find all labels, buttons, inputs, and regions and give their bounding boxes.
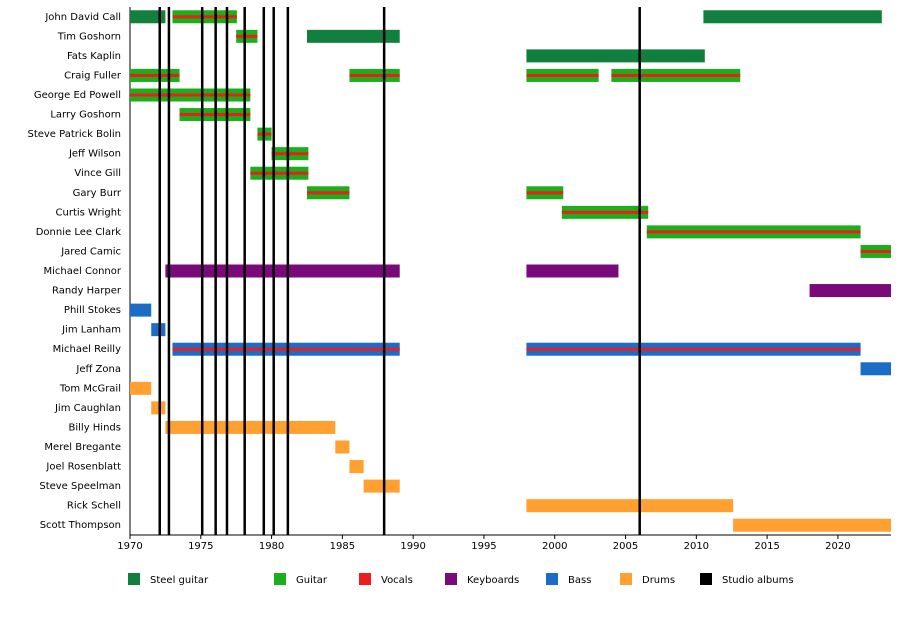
member-name: Jared Camic <box>60 246 121 257</box>
member-bar <box>703 10 882 24</box>
member-name: Phill Stokes <box>64 305 121 316</box>
member-name: Tim Goshorn <box>57 31 121 42</box>
member-bar-stripe <box>271 152 309 156</box>
member-bar-stripe <box>526 347 861 351</box>
legend-label: Vocals <box>381 575 413 586</box>
member-bar <box>130 303 152 317</box>
member-name: Merel Bregante <box>44 442 121 453</box>
member-name: Randy Harper <box>52 286 122 297</box>
legend-swatch <box>128 573 140 585</box>
member-bar-stripe <box>130 93 251 97</box>
legend-label: Bass <box>568 575 591 586</box>
member-name: Scott Thompson <box>40 520 121 531</box>
legend-label: Keyboards <box>467 575 519 586</box>
legend-swatch <box>359 573 371 585</box>
x-tick-label: 2000 <box>542 541 567 552</box>
member-name: Steve Patrick Bolin <box>27 129 121 140</box>
legend-label: Steel guitar <box>150 575 209 586</box>
member-bar-stripe <box>306 191 350 195</box>
member-bar-stripe <box>349 73 400 77</box>
member-bar-stripe <box>860 249 891 253</box>
x-tick-label: 1970 <box>117 541 142 552</box>
member-name: Fats Kaplin <box>67 51 121 62</box>
member-name: Jim Lanham <box>61 325 121 336</box>
member-name: Craig Fuller <box>64 70 122 81</box>
member-name: Curtis Wright <box>56 207 122 218</box>
legend-swatch <box>700 573 712 585</box>
member-bar-stripe <box>646 230 861 234</box>
member-name: Michael Reilly <box>53 344 121 355</box>
member-name: Larry Goshorn <box>50 110 121 121</box>
x-tick-label: 2015 <box>754 541 779 552</box>
legend-label: Guitar <box>296 575 328 586</box>
member-bar <box>526 264 619 278</box>
member-name: Joel Rosenblatt <box>45 462 121 473</box>
legend-label: Studio albums <box>722 575 794 586</box>
member-bar <box>349 460 364 474</box>
member-bar-stripe <box>172 15 237 19</box>
x-tick-label: 1990 <box>400 541 425 552</box>
member-bar <box>860 362 891 376</box>
member-bar-stripe <box>526 191 564 195</box>
member-name: Steve Speelman <box>39 481 121 492</box>
member-bar-stripe <box>130 73 180 77</box>
legend-swatch <box>620 573 632 585</box>
member-name: Jim Caughlan <box>54 403 121 414</box>
legend-swatch <box>546 573 558 585</box>
member-name: Donnie Lee Clark <box>36 227 121 238</box>
member-bar <box>733 518 891 532</box>
member-bar <box>306 29 400 43</box>
member-bar <box>151 401 166 415</box>
member-bar <box>151 323 166 337</box>
member-bar <box>165 264 400 278</box>
member-bar <box>526 49 705 63</box>
member-bar <box>130 10 166 24</box>
x-tick-label: 2005 <box>613 541 638 552</box>
member-bar-stripe <box>611 73 741 77</box>
member-name: Vince Gill <box>74 168 121 179</box>
legend-swatch <box>445 573 457 585</box>
member-bar-stripe <box>236 34 258 38</box>
member-name: John David Call <box>44 12 121 23</box>
x-tick-label: 2020 <box>825 541 850 552</box>
member-bar <box>165 420 336 434</box>
member-bar-stripe <box>172 347 400 351</box>
member-name: Tom McGrail <box>59 383 121 394</box>
member-bar <box>335 440 350 454</box>
member-name: Michael Connor <box>44 266 122 277</box>
member-bar-stripe <box>250 171 309 175</box>
legend-label: Drums <box>642 575 675 586</box>
x-tick-label: 1975 <box>188 541 213 552</box>
member-bar-stripe <box>526 73 599 77</box>
legend-swatch <box>274 573 286 585</box>
x-tick-label: 1985 <box>330 541 355 552</box>
member-name: George Ed Powell <box>34 90 121 101</box>
member-name: Jeff Zona <box>75 364 121 375</box>
member-name: Rick Schell <box>67 501 121 512</box>
x-tick-label: 1980 <box>259 541 284 552</box>
member-name: Billy Hinds <box>69 422 122 433</box>
member-bar <box>130 381 152 395</box>
member-name: Gary Burr <box>73 188 122 199</box>
member-bar <box>526 499 734 513</box>
member-bar <box>809 284 891 298</box>
x-tick-label: 1995 <box>471 541 496 552</box>
member-bar-stripe <box>561 210 649 214</box>
member-bar <box>363 479 400 493</box>
member-name: Jeff Wilson <box>68 149 121 160</box>
x-tick-label: 2010 <box>684 541 709 552</box>
